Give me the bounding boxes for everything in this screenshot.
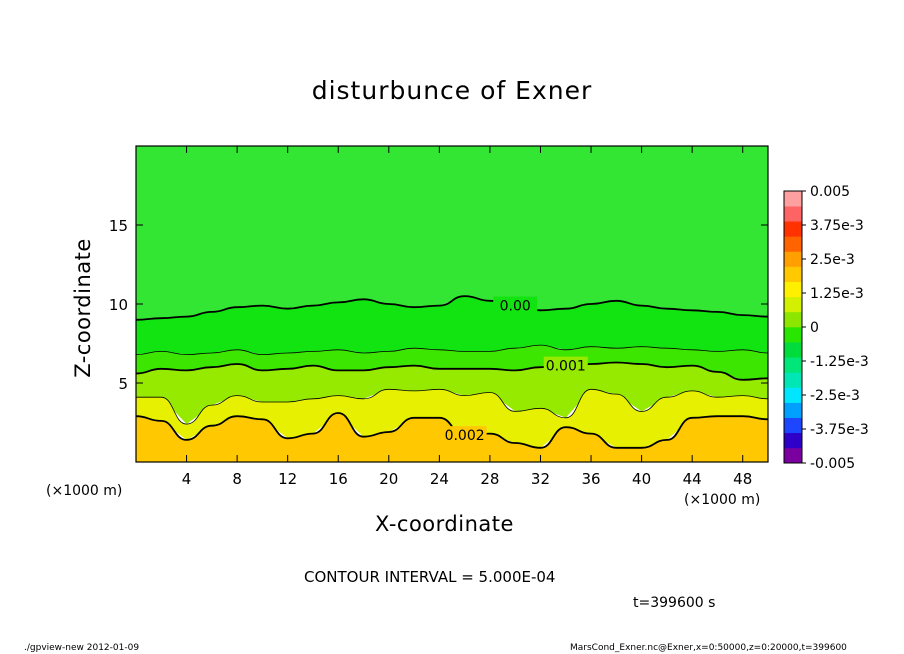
footer-data-source: MarsCond_Exner.nc@Exner,x=0:50000,z=0:20… <box>570 643 847 653</box>
contour-label-background <box>493 296 538 314</box>
colorbar-swatch <box>784 191 802 207</box>
contour-line <box>136 344 768 356</box>
colorbar-swatch <box>784 342 802 358</box>
colorbar-label: -0.005 <box>810 456 855 472</box>
colorbar-swatch <box>784 372 802 388</box>
contour-label: 0.00 <box>500 299 531 315</box>
colorbar-swatch <box>784 387 802 403</box>
colorbar-swatch <box>784 251 802 267</box>
colorbar-label: -2.5e-3 <box>810 388 860 404</box>
heatmap-band <box>136 389 768 448</box>
colorbar-label: 3.75e-3 <box>810 218 864 234</box>
x-tick-label: 20 <box>379 470 398 488</box>
x-axis-unit-left: (×1000 m) <box>46 483 123 499</box>
x-tick-label: 48 <box>733 470 752 488</box>
colorbar-swatch <box>784 357 802 373</box>
x-tick-label: 8 <box>232 470 242 488</box>
colorbar-swatch <box>784 281 802 298</box>
colorbar-swatch <box>784 206 802 222</box>
contour-line <box>136 388 768 425</box>
x-tick-label: 40 <box>632 470 651 488</box>
colorbar-swatch <box>784 311 802 328</box>
y-tick-label: 10 <box>109 296 128 314</box>
colorbar-label: -3.75e-3 <box>810 422 869 438</box>
x-tick-label: 12 <box>278 470 297 488</box>
x-tick-label: 24 <box>430 470 449 488</box>
chart-title: disturbunce of Exner <box>311 76 593 105</box>
colorbar-swatch <box>784 327 802 343</box>
colorbar-label: 0.005 <box>810 184 850 200</box>
colorbar-label: 0 <box>810 320 819 336</box>
y-axis-label: Z-coordinate <box>71 238 95 378</box>
colorbar-label: 1.25e-3 <box>810 286 864 302</box>
x-axis-unit-right: (×1000 m) <box>684 492 761 508</box>
colorbar-swatch <box>784 417 802 434</box>
colorbar-swatch <box>784 236 802 252</box>
colorbar-swatch <box>784 221 802 237</box>
contour-label-background <box>442 426 487 444</box>
x-tick-label: 44 <box>683 470 702 488</box>
heatmap-band <box>136 296 768 355</box>
footer-program-info: ./gpview-new 2012-01-09 <box>24 643 140 653</box>
colorbar-swatch <box>784 402 802 418</box>
y-tick-label: 15 <box>109 217 128 235</box>
x-tick-label: 16 <box>329 470 348 488</box>
y-axis-ticks: 5 10 15 <box>109 217 768 393</box>
x-tick-label: 4 <box>182 470 192 488</box>
contour-lines: 0.00 0.001 0.002 <box>136 295 768 449</box>
x-tick-label: 32 <box>531 470 550 488</box>
x-axis-label: X-coordinate <box>375 512 514 536</box>
colorbar: 0.005 3.75e-3 2.5e-3 1.25e-3 0 -1.25e-3 -2.5e-… <box>783 184 869 472</box>
colorbar-swatch <box>784 296 802 313</box>
contour-line <box>136 361 768 381</box>
x-tick-label: 28 <box>480 470 499 488</box>
colorbar-label: 2.5e-3 <box>810 252 855 268</box>
heatmap-band <box>136 146 768 320</box>
contour-line <box>136 295 768 321</box>
time-label: t=399600 s <box>633 595 716 611</box>
colorbar-swatch <box>784 447 802 464</box>
contour-interval-label: CONTOUR INTERVAL = 5.000E-04 <box>304 568 556 586</box>
contour-label: 0.002 <box>445 428 485 444</box>
x-tick-label: 36 <box>581 470 600 488</box>
heatmap-band <box>136 362 768 425</box>
heatmap-band <box>136 345 768 380</box>
contour-label: 0.001 <box>546 359 586 375</box>
colorbar-swatch <box>784 266 802 282</box>
heatmap-field <box>136 146 768 462</box>
colorbar-swatch <box>784 432 802 449</box>
contour-label-background <box>543 356 588 374</box>
x-axis-ticks: 4 8 12 16 20 24 28 32 36 40 44 48 <box>182 146 752 488</box>
y-tick-label: 5 <box>118 375 128 393</box>
colorbar-label: -1.25e-3 <box>810 354 869 370</box>
